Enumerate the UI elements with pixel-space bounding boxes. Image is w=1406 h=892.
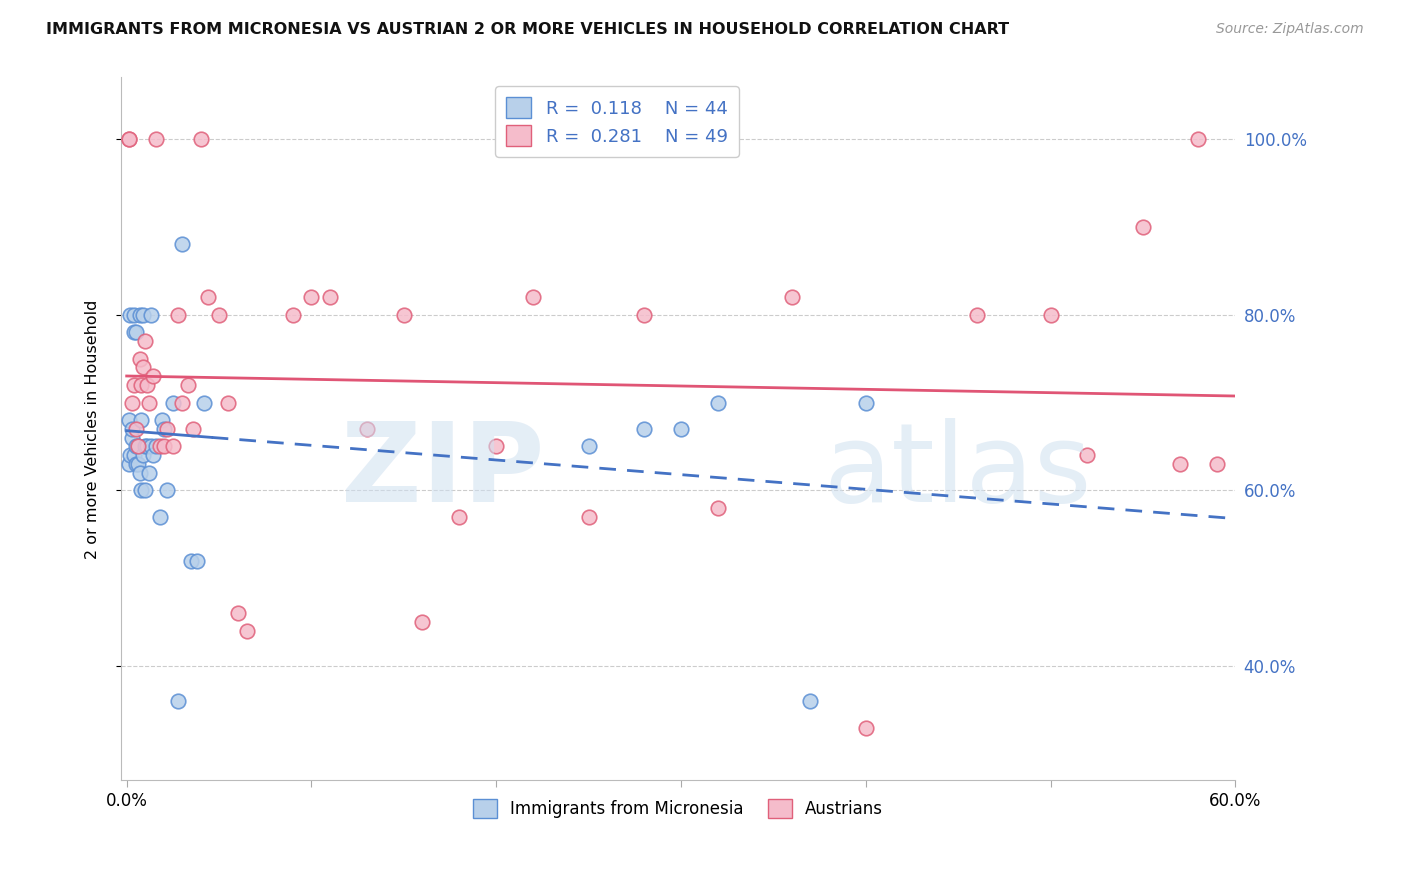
Y-axis label: 2 or more Vehicles in Household: 2 or more Vehicles in Household — [86, 299, 100, 558]
Point — [522, 290, 544, 304]
Point — [122, 325, 145, 339]
Point — [149, 509, 172, 524]
Point — [134, 483, 156, 498]
Point — [125, 325, 148, 339]
Point — [117, 132, 139, 146]
Point — [134, 334, 156, 348]
Point — [319, 290, 342, 304]
Point — [150, 413, 173, 427]
Point — [122, 378, 145, 392]
Point — [301, 290, 323, 304]
Point — [855, 721, 877, 735]
Point — [121, 422, 143, 436]
Point — [411, 615, 433, 629]
Point — [121, 431, 143, 445]
Point — [1076, 448, 1098, 462]
Point — [145, 439, 167, 453]
Point — [162, 439, 184, 453]
Point — [156, 422, 179, 436]
Point — [125, 457, 148, 471]
Point — [669, 422, 692, 436]
Point — [578, 509, 600, 524]
Point — [208, 308, 231, 322]
Point — [131, 483, 153, 498]
Point — [117, 132, 139, 146]
Point — [127, 439, 149, 453]
Point — [1205, 457, 1227, 471]
Point — [485, 439, 508, 453]
Point — [131, 378, 153, 392]
Point — [172, 395, 194, 409]
Point — [138, 395, 160, 409]
Point — [281, 308, 304, 322]
Point — [122, 448, 145, 462]
Point — [181, 422, 204, 436]
Point — [226, 607, 249, 621]
Point — [138, 466, 160, 480]
Point — [633, 422, 655, 436]
Point — [356, 422, 378, 436]
Point — [1132, 219, 1154, 234]
Point — [176, 378, 198, 392]
Point — [966, 308, 988, 322]
Point — [707, 395, 730, 409]
Text: IMMIGRANTS FROM MICRONESIA VS AUSTRIAN 2 OR MORE VEHICLES IN HOUSEHOLD CORRELATI: IMMIGRANTS FROM MICRONESIA VS AUSTRIAN 2… — [46, 22, 1010, 37]
Point — [141, 369, 163, 384]
Point — [139, 439, 162, 453]
Point — [197, 290, 219, 304]
Text: Source: ZipAtlas.com: Source: ZipAtlas.com — [1216, 22, 1364, 37]
Point — [633, 308, 655, 322]
Point — [217, 395, 239, 409]
Point — [392, 308, 415, 322]
Point — [172, 237, 194, 252]
Point — [125, 439, 148, 453]
Point — [128, 351, 150, 366]
Point — [190, 132, 212, 146]
Point — [236, 624, 259, 638]
Point — [707, 500, 730, 515]
Legend: Immigrants from Micronesia, Austrians: Immigrants from Micronesia, Austrians — [467, 792, 890, 825]
Point — [132, 360, 155, 375]
Point — [127, 457, 149, 471]
Point — [449, 509, 471, 524]
Point — [1168, 457, 1191, 471]
Point — [132, 308, 155, 322]
Point — [799, 694, 821, 708]
Point — [780, 290, 803, 304]
Point — [134, 439, 156, 453]
Point — [855, 395, 877, 409]
Point — [152, 439, 174, 453]
Point — [152, 422, 174, 436]
Point — [167, 694, 190, 708]
Point — [167, 308, 190, 322]
Point — [128, 308, 150, 322]
Point — [145, 132, 167, 146]
Point — [117, 457, 139, 471]
Point — [121, 395, 143, 409]
Point — [180, 554, 202, 568]
Point — [131, 413, 153, 427]
Point — [578, 439, 600, 453]
Point — [125, 422, 148, 436]
Point — [1039, 308, 1062, 322]
Point — [162, 395, 184, 409]
Point — [127, 439, 149, 453]
Point — [149, 439, 172, 453]
Point — [156, 483, 179, 498]
Point — [122, 308, 145, 322]
Text: ZIP: ZIP — [342, 417, 544, 524]
Point — [136, 378, 159, 392]
Point — [120, 308, 142, 322]
Point — [132, 448, 155, 462]
Point — [139, 308, 162, 322]
Point — [141, 448, 163, 462]
Point — [193, 395, 215, 409]
Text: atlas: atlas — [823, 417, 1091, 524]
Point — [136, 439, 159, 453]
Point — [186, 554, 208, 568]
Point — [117, 413, 139, 427]
Point — [120, 448, 142, 462]
Point — [1187, 132, 1209, 146]
Point — [128, 466, 150, 480]
